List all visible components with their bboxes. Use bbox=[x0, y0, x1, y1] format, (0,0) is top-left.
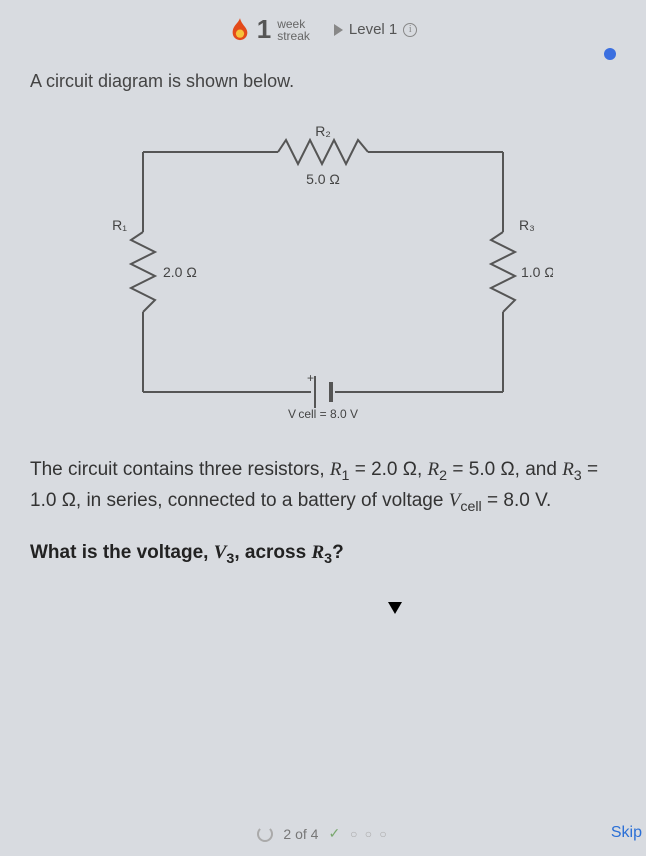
r1-name: R₁ bbox=[112, 217, 127, 233]
q-part3: ? bbox=[332, 542, 344, 563]
desc-vc: V bbox=[449, 490, 461, 511]
cell-label: V cell = 8.0 V bbox=[288, 407, 358, 421]
r3-label: 1.0 Ω bbox=[521, 264, 553, 280]
q-r3: R bbox=[311, 542, 324, 563]
progress-dots: ○ ○ ○ bbox=[350, 827, 388, 841]
desc-r2: R bbox=[428, 459, 440, 480]
circuit-diagram: R₂ 5.0 Ω R₁ 2.0 Ω R₃ 1.0 Ω + V cell = 8.… bbox=[30, 112, 616, 422]
q-part2: , across bbox=[234, 542, 311, 563]
q-r3-sub: 3 bbox=[324, 551, 332, 567]
r3-name: R₃ bbox=[519, 217, 535, 233]
r2-name: R₂ bbox=[315, 123, 331, 139]
play-icon bbox=[334, 24, 343, 36]
desc-vc-val: = 8.0 V. bbox=[482, 490, 552, 511]
streak-number: 1 bbox=[257, 14, 271, 45]
desc-vc-sub: cell bbox=[460, 499, 481, 515]
progress-text: 2 of 4 bbox=[283, 826, 318, 842]
desc-r3-sub: 3 bbox=[574, 468, 582, 484]
skip-button[interactable]: Skip bbox=[611, 824, 642, 842]
footer-bar: 2 of 4 ✓ ○ ○ ○ bbox=[0, 825, 646, 842]
desc-part1: The circuit contains three resistors, bbox=[30, 459, 330, 480]
description-text: The circuit contains three resistors, R1… bbox=[30, 456, 616, 518]
q-part1: What is the voltage, bbox=[30, 542, 214, 563]
streak-badge: 1 week streak bbox=[229, 14, 310, 45]
desc-r1-val: = 2.0 Ω, bbox=[349, 459, 427, 480]
check-icon: ✓ bbox=[328, 825, 340, 842]
header-bar: 1 week streak Level 1 i bbox=[0, 0, 646, 51]
flame-icon bbox=[229, 17, 251, 43]
progress-dot bbox=[604, 48, 616, 60]
q-v3: V bbox=[214, 542, 227, 563]
r1-label: 2.0 Ω bbox=[163, 264, 197, 280]
streak-text: week streak bbox=[277, 18, 310, 42]
intro-text: A circuit diagram is shown below. bbox=[30, 71, 616, 92]
r2-label: 5.0 Ω bbox=[306, 171, 340, 187]
level-label: Level 1 bbox=[349, 21, 397, 38]
question-text: What is the voltage, V3, across R3? bbox=[30, 542, 616, 567]
cell-plus: + bbox=[307, 371, 314, 385]
info-icon[interactable]: i bbox=[403, 23, 417, 37]
desc-r1: R bbox=[330, 459, 342, 480]
desc-r2-val: = 5.0 Ω, and bbox=[447, 459, 562, 480]
desc-r3: R bbox=[562, 459, 574, 480]
desc-r2-sub: 2 bbox=[439, 468, 447, 484]
level-indicator[interactable]: Level 1 i bbox=[334, 21, 417, 38]
cursor-icon bbox=[388, 602, 402, 614]
streak-line1: week bbox=[277, 18, 310, 30]
reload-icon[interactable] bbox=[257, 826, 273, 842]
streak-line2: streak bbox=[277, 30, 310, 42]
content-area: A circuit diagram is shown below. bbox=[0, 51, 646, 567]
